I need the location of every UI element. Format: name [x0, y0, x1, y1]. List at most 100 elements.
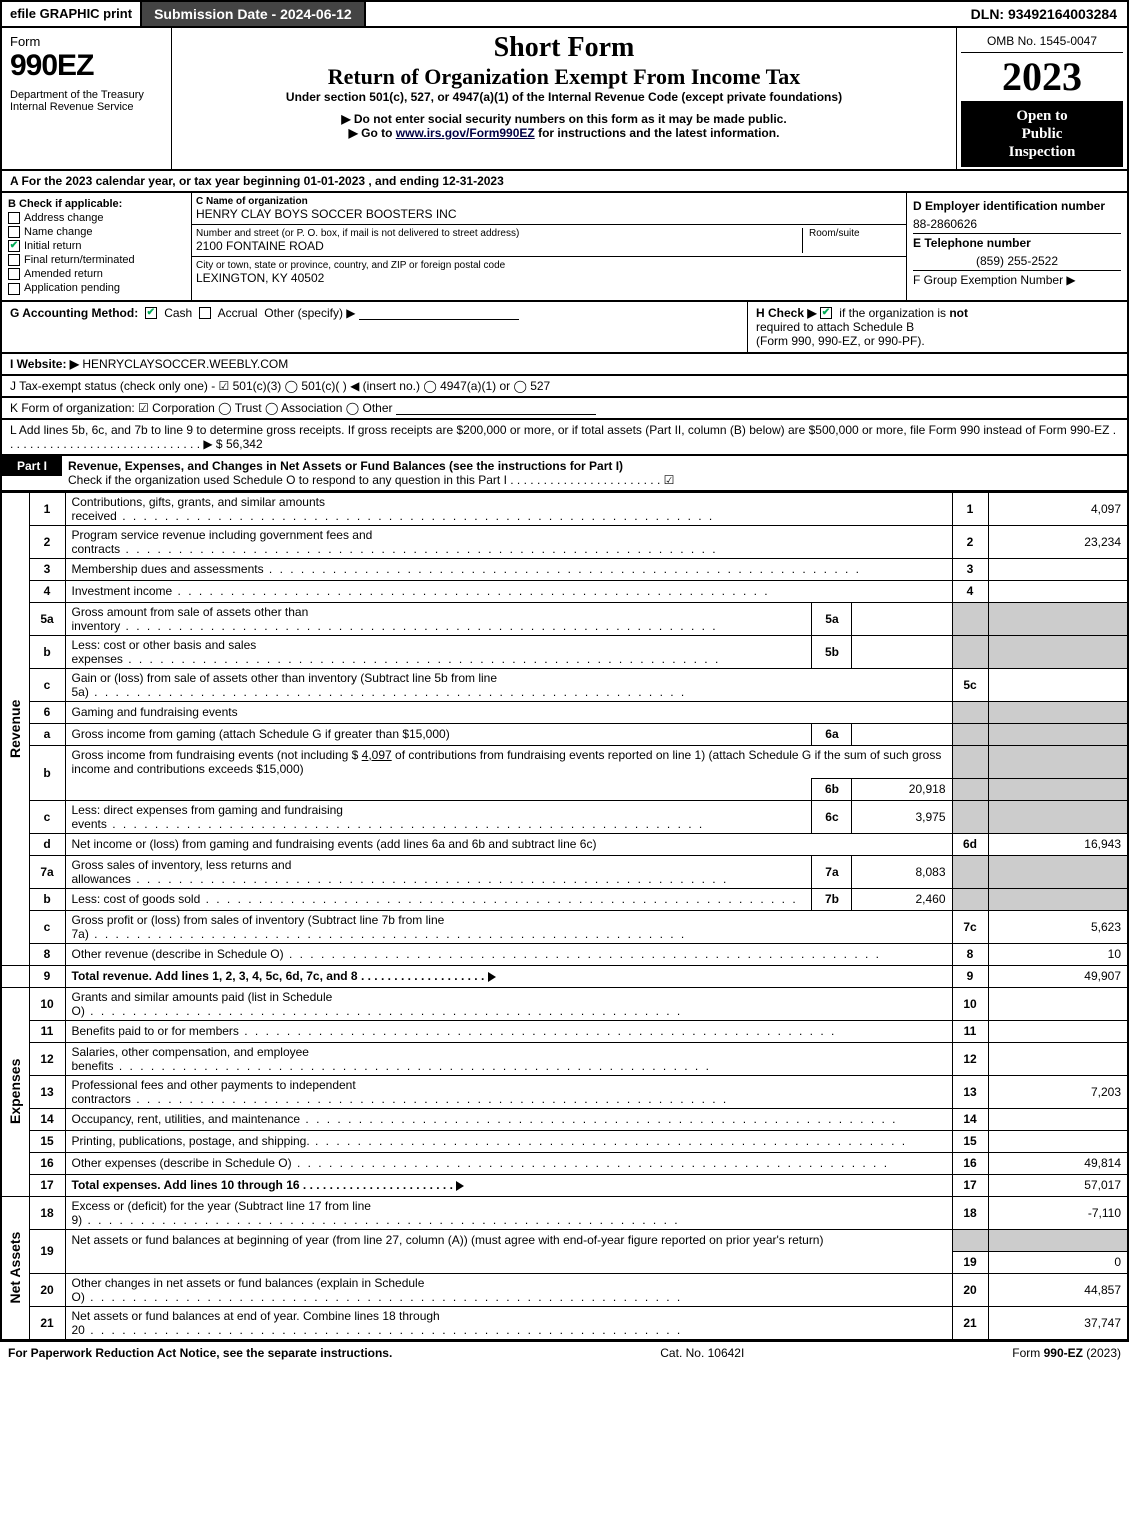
l5a-boxamt: [852, 602, 952, 635]
l6b-box: 6b: [812, 778, 852, 800]
l6a-boxamt: [852, 723, 952, 745]
l21-n: 21: [29, 1306, 65, 1340]
part-i-sub: Check if the organization used Schedule …: [68, 473, 674, 487]
l9-desc: Total revenue. Add lines 1, 2, 3, 4, 5c,…: [65, 965, 952, 987]
l5a-grey1: [952, 602, 988, 635]
l5b-box: 5b: [812, 635, 852, 668]
l12-n: 12: [29, 1042, 65, 1075]
d-ein: 88-2860626: [913, 215, 1121, 233]
l17-desc: Total expenses. Add lines 10 through 16 …: [65, 1174, 952, 1196]
chk-amended-return[interactable]: Amended return: [8, 267, 185, 281]
chk-application-pending[interactable]: Application pending: [8, 281, 185, 295]
l18-amt: -7,110: [988, 1196, 1128, 1229]
l13-n: 13: [29, 1075, 65, 1108]
l16-rn: 16: [952, 1152, 988, 1174]
l6d-amt: 16,943: [988, 833, 1128, 855]
l-text: L Add lines 5b, 6c, and 7b to line 9 to …: [10, 423, 1116, 451]
k-other-line: [396, 414, 596, 415]
form-number: 990EZ: [10, 49, 163, 83]
l1-amt: 4,097: [988, 492, 1128, 525]
l2-n: 2: [29, 525, 65, 558]
l20-rn: 20: [952, 1273, 988, 1306]
chk-h[interactable]: ✔: [820, 307, 832, 319]
l11-desc: Benefits paid to or for members: [65, 1020, 952, 1042]
l6b-grey4: [988, 778, 1128, 800]
subtitle: Under section 501(c), 527, or 4947(a)(1)…: [182, 90, 946, 104]
chk-name-change[interactable]: Name change: [8, 225, 185, 239]
form-header: Form 990EZ Department of the Treasury In…: [0, 28, 1129, 171]
l12-rn: 12: [952, 1042, 988, 1075]
l18-desc: Excess or (deficit) for the year (Subtra…: [65, 1196, 952, 1229]
l21-desc: Net assets or fund balances at end of ye…: [65, 1306, 952, 1340]
part-i-header: Part I Revenue, Expenses, and Changes in…: [0, 456, 1129, 492]
gh-row: G Accounting Method: ✔ Cash Accrual Othe…: [0, 302, 1129, 354]
l16-amt: 49,814: [988, 1152, 1128, 1174]
section-b-checkboxes: B Check if applicable: Address change Na…: [2, 193, 192, 300]
l19-spacer: [65, 1251, 952, 1273]
k-text: K Form of organization: ☑ Corporation ◯ …: [10, 401, 393, 415]
section-a-tax-year: A For the 2023 calendar year, or tax yea…: [0, 171, 1129, 193]
l7c-amt: 5,623: [988, 910, 1128, 943]
l10-amt: [988, 987, 1128, 1020]
l8-amt: 10: [988, 943, 1128, 965]
section-b-label: B Check if applicable:: [8, 197, 185, 211]
chk-name-change-label: Name change: [24, 226, 93, 238]
l4-amt: [988, 580, 1128, 602]
c-city: LEXINGTON, KY 40502: [196, 271, 902, 285]
chk-final-return[interactable]: Final return/terminated: [8, 253, 185, 267]
l6d-n: d: [29, 833, 65, 855]
l17-arrow-icon: [456, 1181, 464, 1191]
l6b-n: b: [29, 745, 65, 800]
l7b-grey1: [952, 888, 988, 910]
l7c-n: c: [29, 910, 65, 943]
l5a-desc: Gross amount from sale of assets other t…: [65, 602, 812, 635]
i-website[interactable]: HENRYCLAYSOCCER.WEEBLY.COM: [82, 357, 288, 371]
section-g: G Accounting Method: ✔ Cash Accrual Othe…: [2, 302, 747, 352]
chk-address-change-label: Address change: [24, 212, 104, 224]
efile-print-label[interactable]: efile GRAPHIC print: [2, 2, 142, 26]
l21-amt: 37,747: [988, 1306, 1128, 1340]
l4-rn: 4: [952, 580, 988, 602]
l8-desc: Other revenue (describe in Schedule O): [65, 943, 952, 965]
h-label: H Check ▶: [756, 306, 817, 320]
l7a-grey1: [952, 855, 988, 888]
l7b-grey2: [988, 888, 1128, 910]
c-city-label: City or town, state or province, country…: [196, 260, 902, 271]
chk-initial-return[interactable]: ✔Initial return: [8, 239, 185, 253]
l5a-box: 5a: [812, 602, 852, 635]
chk-cash[interactable]: ✔: [145, 307, 157, 319]
l10-rn: 10: [952, 987, 988, 1020]
goto-pre: ▶ Go to: [349, 126, 396, 140]
chk-accrual[interactable]: [199, 307, 211, 319]
d-ein-label: D Employer identification number: [913, 197, 1121, 215]
topbar-spacer: [366, 2, 961, 26]
l12-desc: Salaries, other compensation, and employ…: [65, 1042, 952, 1075]
l13-desc: Professional fees and other payments to …: [65, 1075, 952, 1108]
l9-amt: 49,907: [988, 965, 1128, 987]
l18-n: 18: [29, 1196, 65, 1229]
l5b-grey1: [952, 635, 988, 668]
l4-desc: Investment income: [65, 580, 952, 602]
l4-n: 4: [29, 580, 65, 602]
l19-n: 19: [29, 1229, 65, 1273]
l6b-desc1: Gross income from fundraising events (no…: [65, 745, 952, 778]
l19-desc: Net assets or fund balances at beginning…: [65, 1229, 952, 1251]
inspect-3: Inspection: [1009, 144, 1076, 160]
l14-n: 14: [29, 1108, 65, 1130]
inspect-1: Open to: [1016, 108, 1067, 124]
l3-rn: 3: [952, 558, 988, 580]
l10-n: 10: [29, 987, 65, 1020]
l2-desc: Program service revenue including govern…: [65, 525, 952, 558]
irs-link[interactable]: www.irs.gov/Form990EZ: [396, 126, 535, 140]
section-k: K Form of organization: ☑ Corporation ◯ …: [0, 398, 1129, 420]
l13-amt: 7,203: [988, 1075, 1128, 1108]
expenses-vlabel: Expenses: [1, 987, 29, 1196]
l14-amt: [988, 1108, 1128, 1130]
l11-amt: [988, 1020, 1128, 1042]
l13-rn: 13: [952, 1075, 988, 1108]
l9-n: 9: [29, 965, 65, 987]
c-room-label: Room/suite: [809, 228, 902, 239]
chk-address-change[interactable]: Address change: [8, 211, 185, 225]
l5a-n: 5a: [29, 602, 65, 635]
g-other: Other (specify) ▶: [264, 306, 355, 320]
